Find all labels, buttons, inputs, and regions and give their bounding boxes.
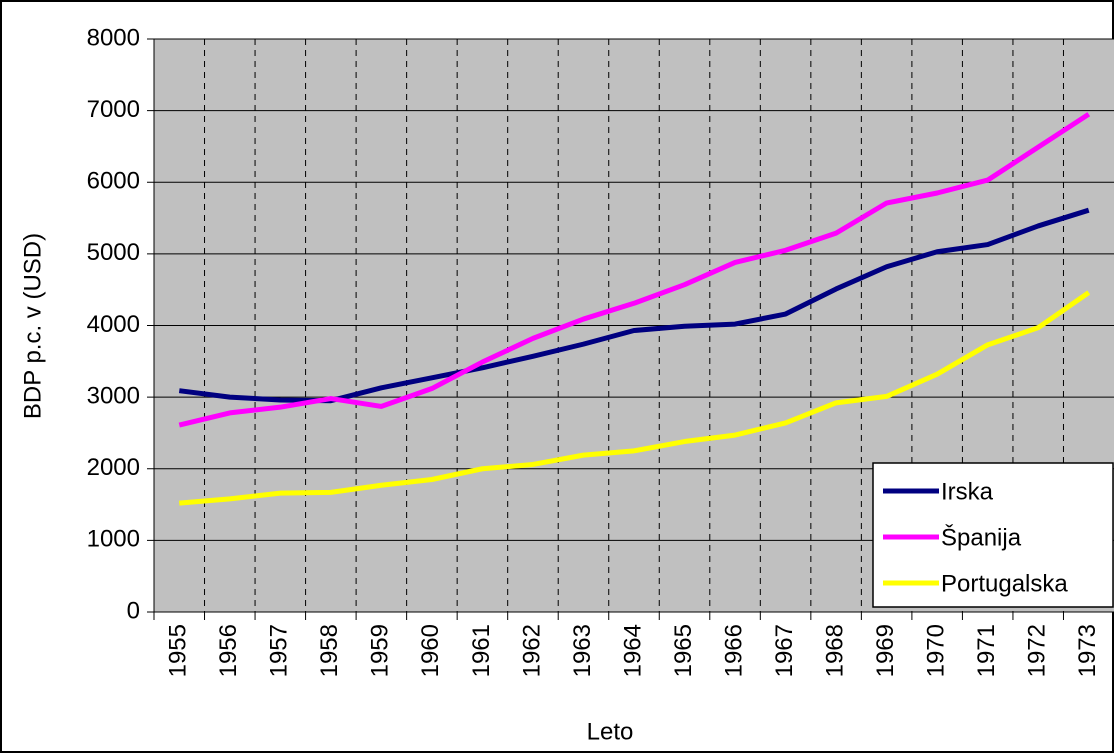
y-tick-label: 0 xyxy=(127,597,140,624)
series-line xyxy=(178,112,1091,428)
x-tick-label: 1969 xyxy=(872,624,899,677)
y-tick-label: 7000 xyxy=(87,96,140,123)
x-tick-label: 1959 xyxy=(367,624,394,677)
y-tick-label: 2000 xyxy=(87,454,140,481)
x-tick-label: 1960 xyxy=(417,624,444,677)
series-line xyxy=(179,290,1091,506)
x-tick-label: 1970 xyxy=(923,624,950,677)
x-tick-label: 1973 xyxy=(1074,624,1101,677)
x-tick-label: 1958 xyxy=(316,624,343,677)
x-tick-label: 1963 xyxy=(569,624,596,677)
x-tick-label: 1961 xyxy=(468,624,495,677)
x-tick-label: 1957 xyxy=(266,624,293,677)
x-tick-label: 1966 xyxy=(720,624,747,677)
x-tick-label: 1956 xyxy=(215,624,242,677)
legend-label: Španija xyxy=(941,523,1022,551)
x-tick-label: 1968 xyxy=(821,624,848,677)
x-tick-label: 1964 xyxy=(619,624,646,677)
legend-label: Portugalska xyxy=(941,570,1068,597)
x-tick-label: 1967 xyxy=(771,624,798,677)
y-tick-label: 1000 xyxy=(87,526,140,553)
y-tick-label: 6000 xyxy=(87,168,140,195)
y-tick-label: 4000 xyxy=(87,311,140,338)
x-tick-label: 1971 xyxy=(973,624,1000,677)
x-tick-label: 1955 xyxy=(165,624,192,677)
y-axis-label: BDP p.c. v (USD) xyxy=(19,233,46,419)
y-tick-label: 8000 xyxy=(87,24,140,51)
y-tick-label: 5000 xyxy=(87,239,140,266)
legend-label: Irska xyxy=(941,478,994,505)
x-tick-label: 1962 xyxy=(518,624,545,677)
y-tick-label: 3000 xyxy=(87,382,140,409)
x-tick-label: 1965 xyxy=(670,624,697,677)
x-axis-label: Leto xyxy=(587,718,634,745)
x-tick-label: 1972 xyxy=(1024,624,1051,677)
